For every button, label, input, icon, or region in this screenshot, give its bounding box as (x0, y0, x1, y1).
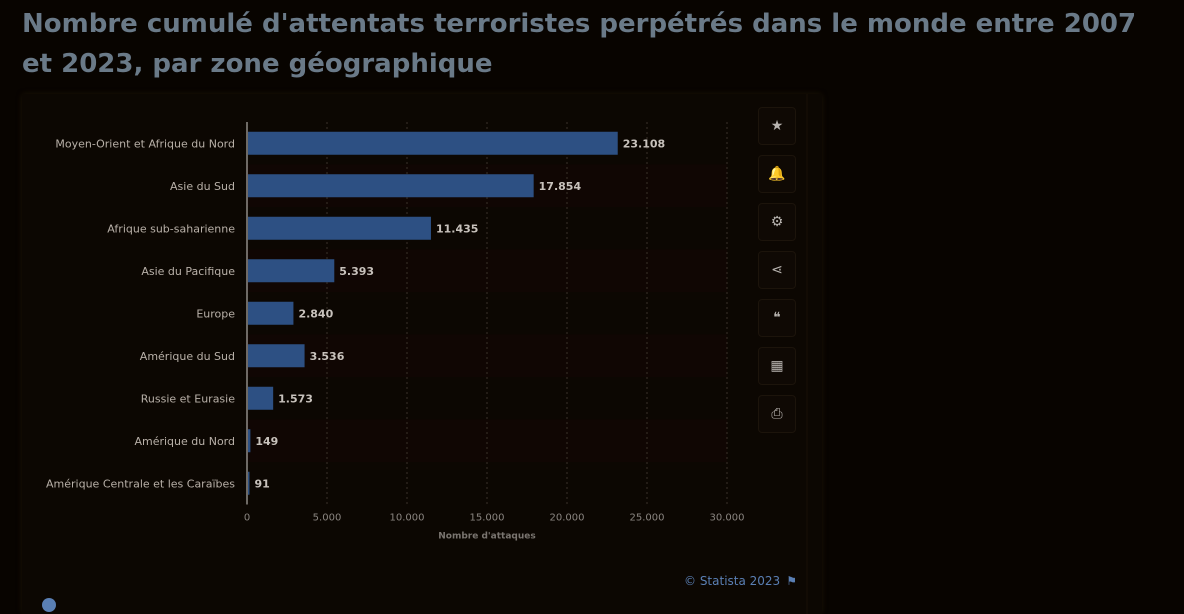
flag-icon: ▦ (770, 358, 784, 374)
category-label: Russie et Eurasie (141, 392, 235, 405)
bar (248, 301, 294, 325)
share-button[interactable]: ⋖ (758, 251, 796, 289)
bar (248, 259, 335, 283)
share-icon: ⋖ (771, 262, 783, 278)
category-label: Asie du Sud (170, 180, 235, 193)
bell-icon: 🔔 (768, 166, 786, 182)
tick-label: 10.000 (390, 513, 425, 524)
print-icon: ⎙ (771, 406, 783, 422)
category-label: Amérique Centrale et les Caraïbes (46, 477, 235, 490)
tick-label: 30.000 (710, 513, 745, 524)
category-label: Amérique du Sud (140, 350, 235, 363)
data-label: 3.536 (310, 350, 345, 363)
quote-icon: ❝ (773, 310, 781, 326)
category-label: Europe (196, 307, 235, 320)
report-flag-icon[interactable]: ⚑ (786, 574, 797, 588)
info-icon[interactable] (42, 598, 56, 612)
data-label: 2.840 (298, 307, 333, 320)
data-label: 17.854 (539, 180, 582, 193)
tick-label: 20.000 (550, 513, 585, 524)
bar (248, 386, 274, 410)
quote-button[interactable]: ❝ (758, 299, 796, 337)
data-label: 11.435 (436, 222, 478, 235)
favorite-button[interactable]: ★ (758, 107, 796, 145)
category-label: Asie du Pacifique (141, 265, 235, 278)
print-button[interactable]: ⎙ (758, 395, 796, 433)
category-label: Afrique sub-saharienne (107, 222, 235, 235)
bar (248, 344, 305, 368)
category-label: Amérique du Nord (134, 435, 235, 448)
row-band (247, 419, 727, 462)
x-axis-title: Nombre d'attaques (438, 532, 535, 542)
bar (248, 471, 250, 495)
bar-chart: 0 5.000 10.000 15.000 20.000 25.000 30.000 Moye… (46, 122, 745, 542)
data-label: 1.573 (278, 392, 313, 405)
tick-label: 25.000 (630, 513, 665, 524)
data-label: 149 (255, 435, 278, 448)
gear-button[interactable]: ⚙ (758, 203, 796, 241)
statista-credit[interactable]: © Statista 2023 ⚑ (684, 574, 797, 588)
favorite-icon: ★ (770, 118, 784, 134)
tick-label: 5.000 (313, 513, 342, 524)
bar (248, 429, 251, 453)
category-label: Moyen-Orient et Afrique du Nord (55, 137, 235, 150)
data-label: 5.393 (339, 265, 374, 278)
credit-text: © Statista 2023 (684, 574, 781, 588)
tick-label: 0 (244, 513, 250, 524)
chart-toolbar: ★ 🔔 ⚙ ⋖ ❝ ▦ ⎙ (758, 107, 796, 443)
row-band (247, 334, 727, 377)
page-title: Nombre cumulé d'attentats terroristes pe… (22, 9, 1137, 79)
bell-button[interactable]: 🔔 (758, 155, 796, 193)
bar (248, 174, 534, 198)
flag-button[interactable]: ▦ (758, 347, 796, 385)
bar (248, 216, 431, 240)
gear-icon: ⚙ (770, 214, 784, 230)
card-edge (806, 94, 808, 614)
bar (248, 131, 618, 155)
data-label: 91 (255, 477, 270, 490)
tick-label: 15.000 (470, 513, 505, 524)
data-label: 23.108 (623, 137, 665, 150)
